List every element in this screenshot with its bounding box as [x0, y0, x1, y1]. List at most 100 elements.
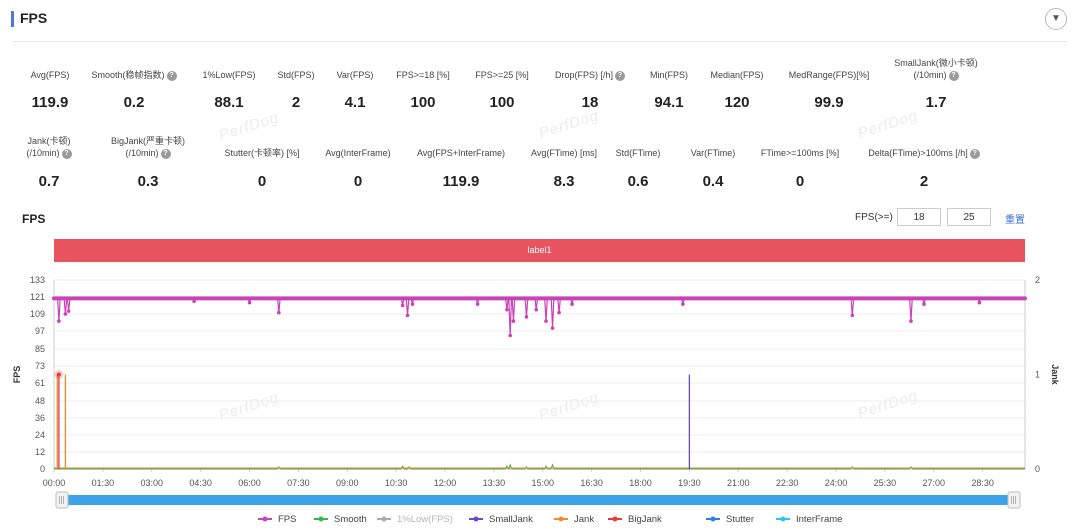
panel-header: FPS ▼: [0, 0, 1080, 40]
metric-metrics_row2-5: Avg(FTime) [ms] 8.3: [504, 147, 624, 190]
y-tick-label: 12: [35, 447, 45, 457]
metric-label-text: BigJank(严重卡顿): [110, 136, 185, 146]
metric-value: 0: [353, 173, 363, 190]
scrollbar-right-drag-handle-icon[interactable]: [1007, 491, 1021, 509]
metric-metrics_row1-9: Median(FPS) 120: [677, 69, 797, 111]
metric-value: 0.2: [123, 94, 145, 111]
y-tick-label: 97: [35, 326, 45, 336]
metric-value: 8.3: [553, 173, 575, 190]
help-icon[interactable]: ?: [61, 148, 72, 159]
metric-label-text: Drop(FPS) [/h]: [554, 70, 613, 80]
legend-item-stutter[interactable]: Stutter: [706, 514, 754, 525]
metric-label: Std(FPS): [236, 69, 356, 81]
watermark: PerfDog: [216, 108, 282, 145]
reset-button[interactable]: 重置: [1005, 215, 1025, 226]
fps-threshold-input-2[interactable]: [947, 208, 991, 226]
metric-metrics_row2-8: FTime>=100ms [%] 0: [740, 147, 860, 190]
fps-point: [544, 319, 548, 323]
fps-point: [405, 313, 410, 318]
metric-label: Min(FPS): [609, 69, 729, 81]
x-tick-label: 15:00: [531, 478, 554, 488]
x-tick-label: 07:30: [287, 478, 310, 488]
metric-value: 99.9: [814, 94, 844, 111]
fps-series-line: [54, 297, 1025, 336]
metric-value: 100: [410, 94, 436, 111]
legend-item-interframe[interactable]: InterFrame: [776, 514, 842, 525]
x-tick-label: 28:30: [971, 478, 994, 488]
x-tick-label: 18:00: [629, 478, 652, 488]
fps-point: [410, 302, 415, 306]
metric-metrics_row1-11: SmallJank(微小卡顿) (/10min)? 1.7: [876, 57, 996, 111]
metric-label-text: Avg(InterFrame): [325, 148, 391, 158]
help-icon[interactable]: ?: [948, 70, 959, 81]
metric-value: 119.9: [442, 173, 480, 190]
legend-item-smooth[interactable]: Smooth: [314, 514, 367, 525]
x-tick-label: 09:00: [336, 478, 359, 488]
legend-item-fps[interactable]: FPS: [258, 514, 296, 525]
x-tick-label: 21:00: [727, 478, 750, 488]
metric-label: Drop(FPS) [/h]?: [530, 69, 650, 81]
legend-swatch-dot: [612, 516, 618, 522]
metric-value: 2: [291, 94, 301, 111]
metric-label-text: Jank(卡顿): [27, 136, 71, 146]
metric-value: 119.9: [31, 94, 69, 111]
metric-metrics_row1-6: FPS>=25 [%] 100: [442, 69, 562, 111]
legend-item-jank[interactable]: Jank: [554, 514, 594, 525]
collapse-chevron-icon[interactable]: ▼: [1045, 8, 1067, 30]
metric-label: SmallJank(微小卡顿): [876, 57, 996, 69]
metric-label-text: Avg(FPS+InterFrame): [416, 148, 506, 158]
scrollbar-left-drag-handle-icon[interactable]: [55, 491, 69, 509]
x-tick-label: 22:30: [776, 478, 799, 488]
metric-metrics_row2-2: Stutter(卡顿率) [%] 0: [202, 147, 322, 190]
metric-metrics_row1-10: MedRange(FPS)[%] 99.9: [769, 69, 889, 111]
metric-label-text: Std(FTime): [615, 148, 661, 158]
y-right-tick-label: 0: [1035, 464, 1040, 474]
metric-label-text: Var(FTime): [690, 148, 736, 158]
time-scrollbar[interactable]: [60, 495, 1018, 505]
fps-point: [977, 300, 982, 305]
metric-label: Avg(FPS+InterFrame): [401, 147, 521, 159]
y-right-tick-label: 1: [1035, 370, 1040, 380]
watermark: PerfDog: [855, 106, 921, 143]
label-bar[interactable]: label1: [54, 239, 1025, 262]
legend-item-smalljank[interactable]: SmallJank: [469, 514, 533, 525]
help-icon[interactable]: ?: [615, 70, 625, 81]
metric-label-unit-text: (/10min): [913, 70, 947, 80]
y-tick-label: 61: [35, 378, 45, 388]
help-icon[interactable]: ?: [166, 70, 177, 81]
legend-label: Stutter: [726, 514, 754, 525]
legend-label: 1%Low(FPS): [397, 514, 453, 525]
y-tick-label: 36: [35, 413, 45, 423]
fps-point: [247, 300, 252, 305]
metric-metrics_row1-7: Drop(FPS) [/h]? 18: [530, 69, 650, 111]
metric-metrics_row1-1: Smooth(稳帧指数)? 0.2: [74, 69, 194, 111]
metric-label-text: Avg(FTime) [ms]: [530, 148, 597, 158]
metric-label-text: Smooth(稳帧指数): [91, 70, 165, 80]
legend-label: Jank: [574, 514, 594, 525]
metric-value: 0: [795, 173, 805, 190]
x-tick-label: 13:30: [483, 478, 506, 488]
x-tick-label: 03:00: [140, 478, 163, 488]
help-icon[interactable]: ?: [969, 148, 980, 159]
x-tick-label: 24:00: [825, 478, 848, 488]
metric-label: FTime>=100ms [%]: [740, 147, 860, 159]
fps-point: [475, 302, 480, 306]
metric-metrics_row2-1: BigJank(严重卡顿) (/10min)? 0.3: [88, 135, 208, 190]
metric-metrics_row1-8: Min(FPS) 94.1: [609, 69, 729, 111]
legend-item-low1[interactable]: 1%Low(FPS): [377, 514, 453, 525]
y-tick-label: 24: [35, 430, 45, 440]
y-tick-label: 48: [35, 396, 45, 406]
fps-point: [511, 319, 516, 323]
metric-label: FPS>=18 [%]: [363, 69, 483, 81]
header-divider: [12, 41, 1068, 42]
smooth-series-line: [54, 463, 1025, 471]
legend-item-bigjank[interactable]: BigJank: [608, 514, 662, 525]
metric-metrics_row1-3: Std(FPS) 2: [236, 69, 356, 111]
legend-swatch-dot: [473, 516, 479, 522]
fps-threshold-input-1[interactable]: [897, 208, 941, 226]
fps-point: [66, 309, 71, 313]
help-icon[interactable]: ?: [160, 148, 171, 159]
x-tick-label: 06:00: [238, 478, 261, 488]
metric-value: 4.1: [344, 94, 366, 111]
fps-point: [570, 302, 574, 306]
